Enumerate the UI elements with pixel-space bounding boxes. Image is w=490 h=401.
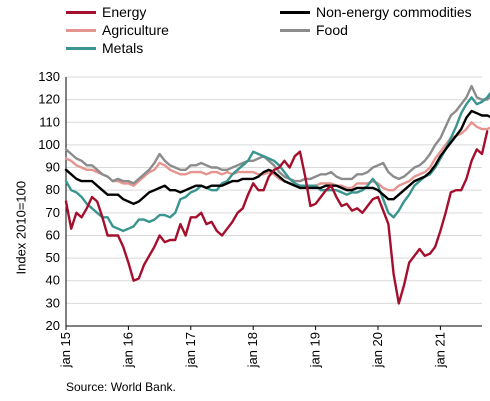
y-tick-label: 70 xyxy=(46,205,60,220)
legend-item-food: Food xyxy=(280,22,348,38)
legend-item-metals: Metals xyxy=(66,40,143,56)
y-tick-label: 120 xyxy=(38,92,60,107)
x-tick-label: jan 19 xyxy=(308,332,323,368)
legend-label: Food xyxy=(316,22,348,38)
legend-label: Metals xyxy=(102,40,144,56)
x-tick-label: jan 15 xyxy=(58,332,73,368)
y-tick-label: 90 xyxy=(46,160,60,175)
x-tick-label: jan 18 xyxy=(245,332,260,368)
series-line-metals xyxy=(64,91,490,233)
x-tick-label: jan 21 xyxy=(432,332,447,368)
y-tick-label: 110 xyxy=(39,114,60,129)
x-tick-label: jan 20 xyxy=(370,332,385,368)
series-line-non-energy-commodities xyxy=(64,109,490,206)
y-tick-label: 30 xyxy=(46,295,60,310)
legend-item-non-energy: Non-energy commodities xyxy=(280,4,472,20)
x-axis: jan 15 jan 16 jan 17 jan 18 jan 19 jan 20 jan … xyxy=(58,325,482,368)
y-tick-label: 130 xyxy=(38,69,60,84)
legend-swatch xyxy=(66,10,96,14)
series-line-agriculture xyxy=(64,121,490,192)
series-line-energy xyxy=(64,130,489,305)
series-line-food xyxy=(64,84,490,185)
legend-swatch xyxy=(66,46,96,50)
legend-swatch xyxy=(66,28,96,32)
legend-swatch xyxy=(280,28,310,32)
y-tick-label: 20 xyxy=(46,318,60,333)
legend-label: Agriculture xyxy=(102,22,169,38)
source-note: Source: World Bank. xyxy=(66,380,176,394)
y-tick-label: 80 xyxy=(46,182,60,197)
y-tick-label: 60 xyxy=(46,227,60,242)
x-tick-label: jan 17 xyxy=(183,332,198,368)
y-axis: 20 30 40 50 60 70 80 90 100 110 120 130 xyxy=(38,69,67,333)
legend-item-energy: Energy xyxy=(66,4,146,20)
x-tick-label: jan 16 xyxy=(120,332,135,368)
y-tick-label: 40 xyxy=(46,273,60,288)
y-tick-label: 50 xyxy=(46,250,60,265)
legend-label: Energy xyxy=(102,4,147,20)
legend-item-agriculture: Agriculture xyxy=(66,22,169,38)
y-axis-label: Index 2010=100 xyxy=(13,180,29,275)
series-lines xyxy=(64,84,490,305)
legend-label: Non-energy commodities xyxy=(316,4,472,20)
legend-swatch xyxy=(280,10,310,14)
y-tick-label: 100 xyxy=(38,137,60,152)
